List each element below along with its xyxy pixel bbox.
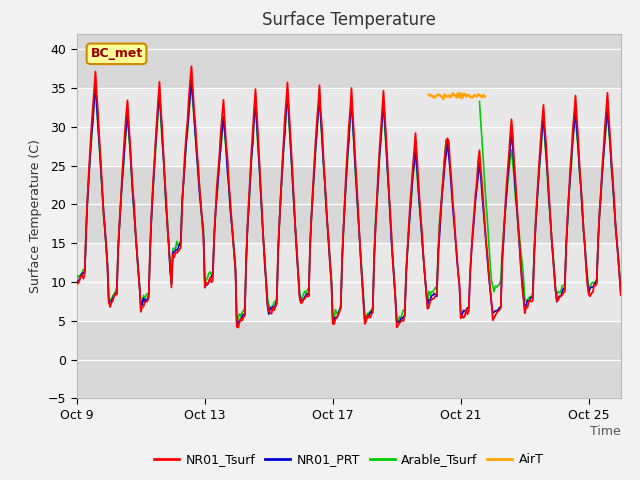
NR01_PRT bbox=[266, 305, 274, 311]
Bar bbox=[77, 88, 621, 166]
NR01_Tsurf bbox=[234, 325, 242, 331]
Arable_Tsurf bbox=[73, 276, 81, 282]
NR01_Tsurf bbox=[625, 278, 632, 284]
Arable_Tsurf bbox=[264, 295, 271, 300]
NR01_Tsurf bbox=[308, 213, 316, 219]
NR01_PRT bbox=[625, 280, 632, 286]
Bar bbox=[77, 166, 621, 243]
Line: NR01_PRT: NR01_PRT bbox=[77, 80, 628, 325]
NR01_PRT bbox=[207, 274, 215, 279]
Bar bbox=[77, 321, 621, 398]
Line: NR01_Tsurf: NR01_Tsurf bbox=[77, 66, 628, 328]
NR01_Tsurf bbox=[207, 279, 215, 285]
NR01_PRT bbox=[308, 214, 316, 219]
Arable_Tsurf bbox=[305, 285, 313, 290]
Arable_Tsurf bbox=[243, 261, 250, 266]
Line: Arable_Tsurf: Arable_Tsurf bbox=[77, 84, 628, 323]
NR01_Tsurf bbox=[188, 63, 195, 69]
Arable_Tsurf bbox=[604, 110, 611, 116]
Text: BC_met: BC_met bbox=[90, 48, 143, 60]
NR01_PRT bbox=[620, 285, 627, 291]
Title: Surface Temperature: Surface Temperature bbox=[262, 11, 436, 29]
NR01_Tsurf bbox=[73, 280, 81, 286]
NR01_PRT bbox=[245, 203, 253, 209]
NR01_PRT bbox=[73, 279, 81, 285]
NR01_Tsurf bbox=[605, 112, 612, 118]
Legend: NR01_Tsurf, NR01_PRT, Arable_Tsurf, AirT: NR01_Tsurf, NR01_PRT, Arable_Tsurf, AirT bbox=[149, 448, 548, 471]
NR01_PRT bbox=[188, 77, 195, 83]
Arable_Tsurf bbox=[625, 275, 632, 281]
NR01_Tsurf bbox=[266, 309, 274, 315]
NR01_PRT bbox=[605, 123, 612, 129]
Bar bbox=[77, 34, 621, 88]
Bar bbox=[77, 243, 621, 321]
Line: AirT: AirT bbox=[429, 93, 485, 99]
NR01_Tsurf bbox=[620, 291, 627, 297]
Arable_Tsurf bbox=[206, 269, 214, 275]
NR01_Tsurf bbox=[245, 197, 253, 203]
Y-axis label: Surface Temperature (C): Surface Temperature (C) bbox=[29, 139, 42, 293]
Arable_Tsurf bbox=[618, 286, 626, 292]
NR01_PRT bbox=[233, 323, 241, 328]
X-axis label: Time: Time bbox=[590, 425, 621, 438]
